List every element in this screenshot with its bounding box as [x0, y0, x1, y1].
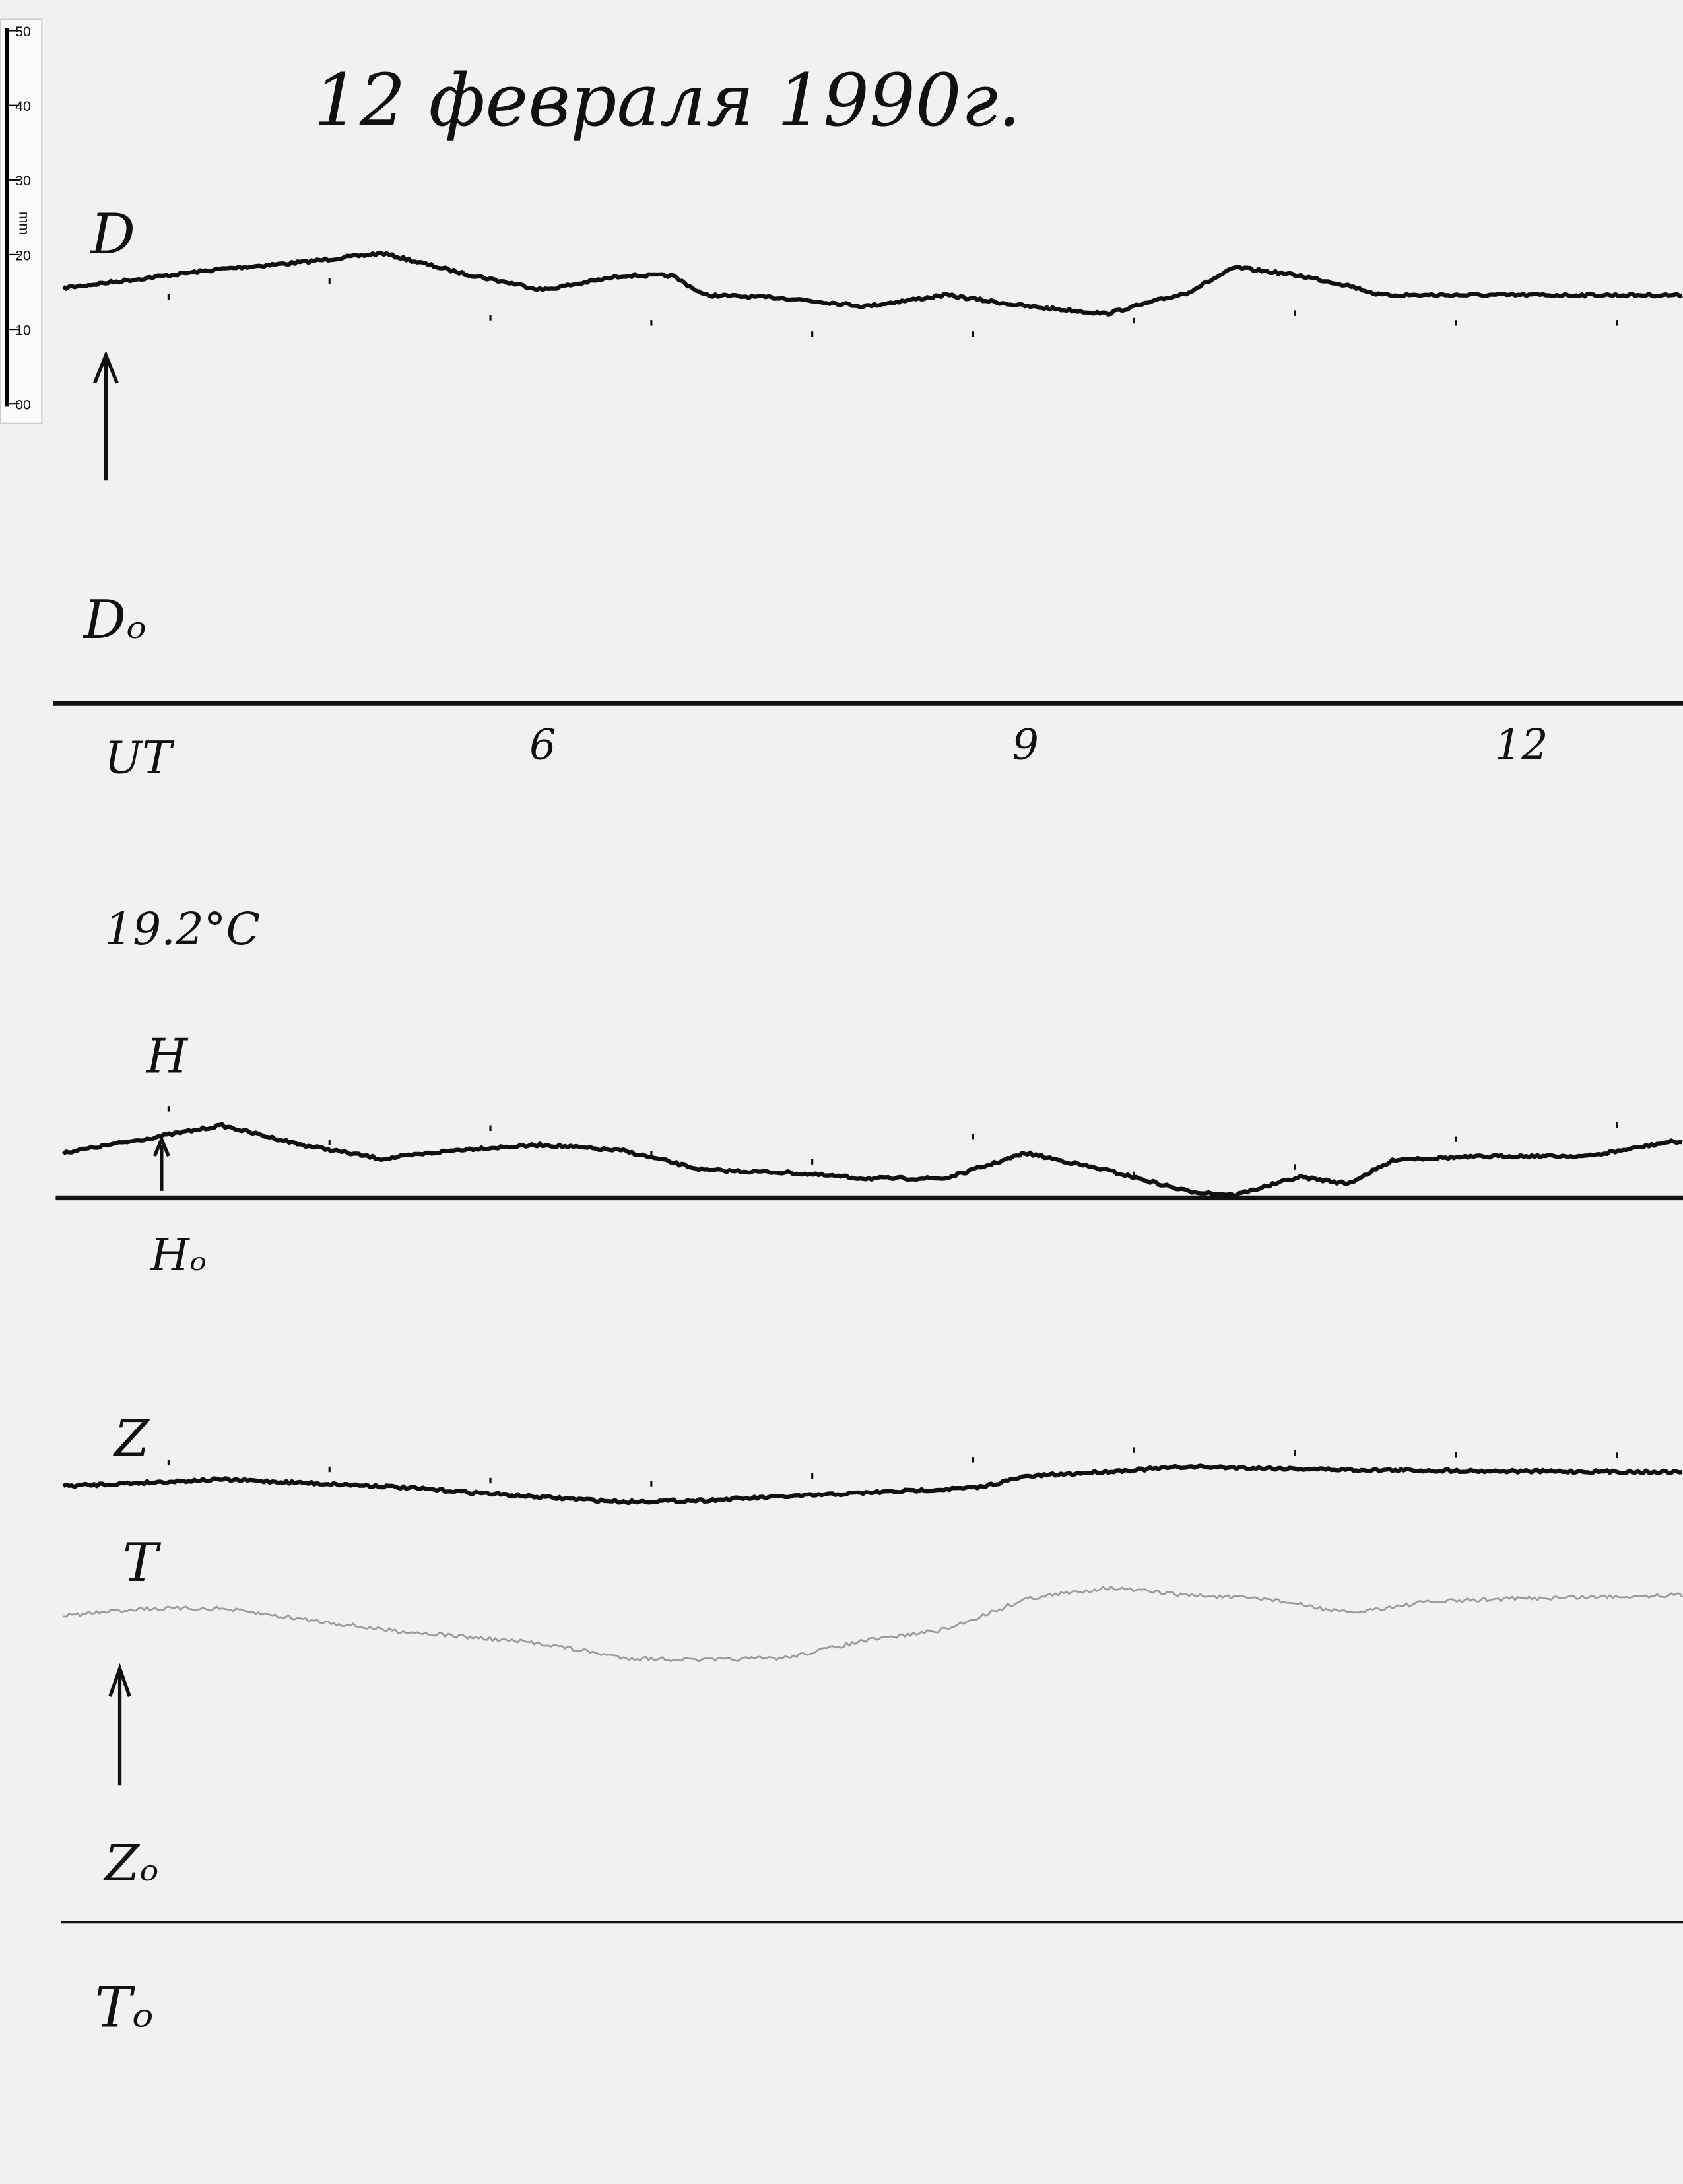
ruler-tick-label: 10	[15, 323, 30, 338]
label-temperature: 19.2°C	[104, 903, 260, 955]
chart-title: 12 февраля 1990г.	[314, 58, 1021, 143]
label-h: H	[145, 1028, 189, 1083]
z-arrow-icon	[108, 1663, 131, 1786]
trace-z	[62, 1463, 1683, 1506]
label-ut: UT	[104, 732, 175, 784]
label-d: D	[89, 202, 135, 267]
x-tick-label: 9	[1012, 720, 1039, 769]
trace-h	[61, 1122, 1683, 1198]
x-tick-label: 12	[1495, 720, 1548, 769]
label-t0: Tₒ	[95, 1975, 154, 2039]
label-z: Z	[113, 1409, 150, 1467]
mm-ruler: 50 40 30 20 10 00 mm	[0, 18, 43, 424]
label-h0: Hₒ	[149, 1229, 207, 1281]
ruler-tick-label: 20	[15, 248, 30, 263]
ruler-tick-label: 30	[15, 174, 30, 189]
d-arrow-icon	[93, 350, 119, 481]
ruler-unit: mm	[16, 212, 32, 235]
trace-d	[62, 251, 1683, 317]
ruler-tick-label: 00	[15, 398, 30, 413]
label-t: T	[123, 1532, 162, 1593]
trace-t	[63, 1586, 1683, 1663]
h-arrow-icon	[152, 1134, 170, 1191]
ruler-tick-label: 40	[15, 99, 30, 114]
label-z0: Zₒ	[103, 1834, 158, 1892]
ruler-tick-label: 50	[15, 24, 30, 40]
x-tick-label: 6	[529, 720, 556, 769]
label-d0: Dₒ	[82, 589, 147, 651]
